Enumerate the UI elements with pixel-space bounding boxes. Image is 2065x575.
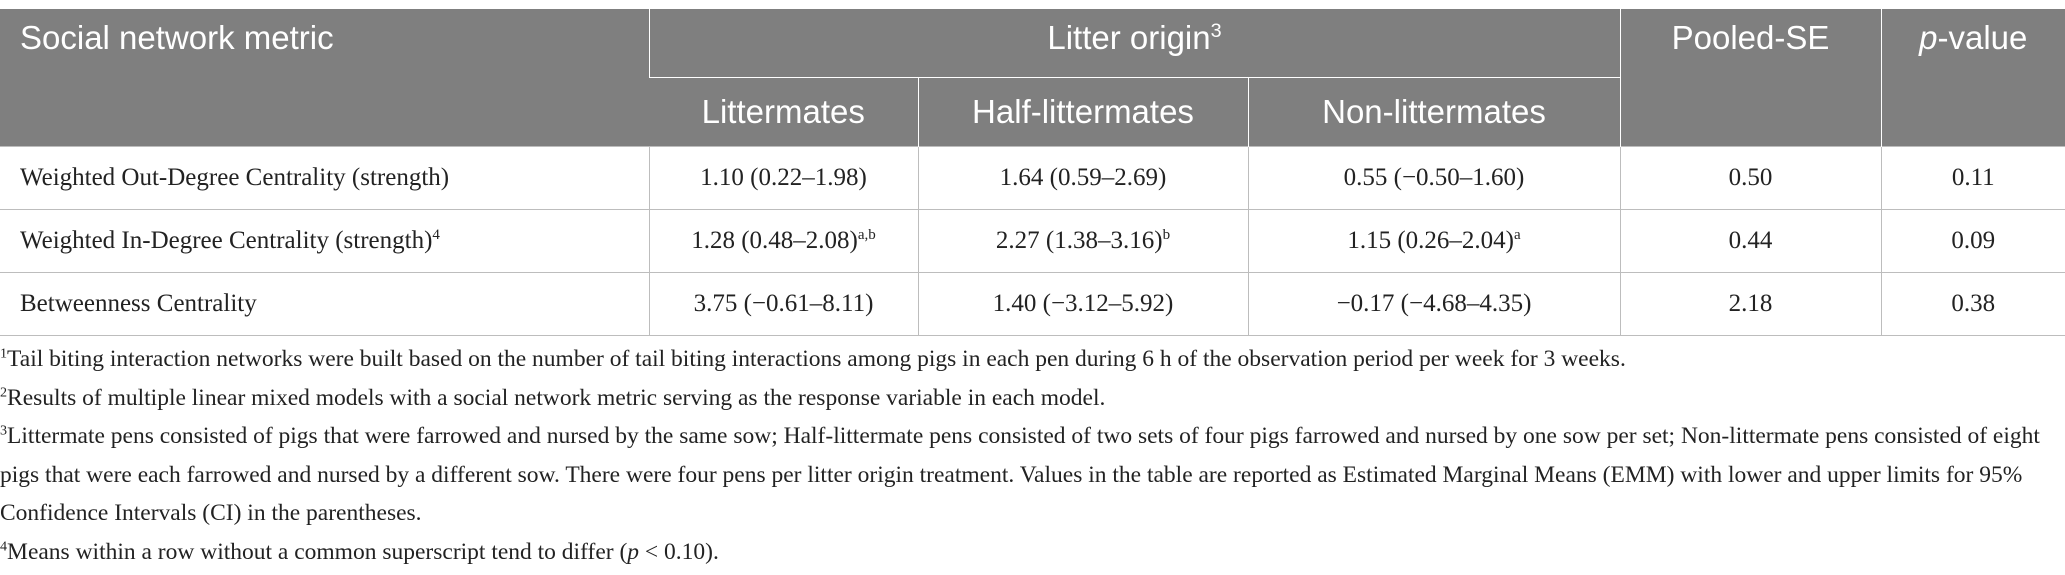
footnotes: 1Tail biting interaction networks were b… bbox=[0, 340, 2050, 571]
cell-text: 0.38 bbox=[1951, 289, 1996, 317]
footnote: 4Means within a row without a common sup… bbox=[0, 533, 2050, 572]
cell-text: 1.28 (0.48–2.08) bbox=[691, 226, 858, 254]
footnote-number: 1 bbox=[0, 345, 8, 362]
cell-text: 1.40 (−3.12–5.92) bbox=[992, 289, 1174, 317]
footnote: 1Tail biting interaction networks were b… bbox=[0, 340, 2050, 379]
value-cell: 0.11 bbox=[1880, 145, 2065, 210]
cell-text: 1.15 (0.26–2.04) bbox=[1347, 226, 1514, 254]
table-row: Betweenness Centrality 3.75 (−0.61–8.11) 1… bbox=[0, 271, 2065, 336]
cell-text: 0.44 bbox=[1728, 226, 1773, 254]
footnote-text: Results of multiple linear mixed models … bbox=[7, 384, 1106, 411]
cell-text: 0.50 bbox=[1728, 163, 1773, 191]
header-row: Social network metric Litter origin3 Poo… bbox=[0, 9, 2065, 146]
value-cell: 0.44 bbox=[1619, 208, 1882, 273]
header-cell: Pooled-SE bbox=[1619, 9, 1881, 146]
header-cell: p-value bbox=[1880, 9, 2065, 146]
table-row: Weighted Out-Degree Centrality (strength… bbox=[0, 145, 2065, 210]
cell-text: 3.75 (−0.61–8.11) bbox=[693, 289, 874, 317]
footnote-text: < 0.10). bbox=[639, 538, 719, 565]
cell-text: 0.09 bbox=[1951, 226, 1996, 254]
metric-cell: Weighted Out-Degree Centrality (strength… bbox=[0, 145, 650, 210]
italic-text: p bbox=[1919, 19, 1938, 56]
metric-text: Weighted Out-Degree Centrality (strength… bbox=[20, 163, 450, 191]
value-cell: 1.40 (−3.12–5.92) bbox=[917, 271, 1249, 336]
footnote-text: Means within a row without a common supe… bbox=[7, 538, 628, 565]
cell-text: 0.55 (−0.50–1.60) bbox=[1343, 163, 1525, 191]
subheader-cell: Non-littermates bbox=[1247, 76, 1620, 146]
footnote-text: Littermate pens consisted of pigs that w… bbox=[0, 423, 2040, 526]
metric-text: Betweenness Centrality bbox=[20, 289, 257, 317]
table-row: Weighted In-Degree Centrality (strength)… bbox=[0, 208, 2065, 273]
table-header: Social network metric Litter origin3 Poo… bbox=[0, 9, 2065, 146]
superscript: 4 bbox=[432, 226, 440, 243]
subheader-row: Littermates Half-littermates Non-litterm… bbox=[0, 76, 2065, 146]
value-cell: 0.50 bbox=[1619, 145, 1882, 210]
cell-text: 2.18 bbox=[1728, 289, 1773, 317]
subheader-cell: Littermates bbox=[649, 76, 918, 146]
data-table: Social network metric Litter origin3 Poo… bbox=[0, 9, 2065, 336]
value-cell: 0.38 bbox=[1880, 271, 2065, 336]
metric-cell: Betweenness Centrality bbox=[0, 271, 650, 336]
value-cell: 0.55 (−0.50–1.60) bbox=[1247, 145, 1621, 210]
header-text: Litter origin bbox=[1047, 19, 1211, 56]
header-text: Pooled-SE bbox=[1671, 19, 1830, 56]
superscript: 3 bbox=[1210, 20, 1222, 43]
value-cell: 2.27 (1.38–3.16)b bbox=[917, 208, 1249, 273]
footnote: 2Results of multiple linear mixed models… bbox=[0, 379, 2050, 418]
value-cell: −0.17 (−4.68–4.35) bbox=[1247, 271, 1621, 336]
header-cell: Litter origin3 bbox=[648, 9, 1620, 77]
footnote-number: 4 bbox=[0, 538, 8, 555]
footnote: 3Littermate pens consisted of pigs that … bbox=[0, 417, 2050, 533]
footnote-number: 3 bbox=[0, 422, 8, 439]
cell-text: −0.17 (−4.68–4.35) bbox=[1336, 289, 1532, 317]
header-text: Social network metric bbox=[20, 19, 334, 56]
footnote-number: 2 bbox=[0, 384, 8, 401]
value-cell: 1.15 (0.26–2.04)a bbox=[1247, 208, 1621, 273]
value-cell: 2.18 bbox=[1619, 271, 1882, 336]
italic-text: p bbox=[627, 538, 640, 565]
value-cell: 0.09 bbox=[1880, 208, 2065, 273]
cell-text: 1.10 (0.22–1.98) bbox=[700, 163, 867, 191]
value-cell: 1.64 (0.59–2.69) bbox=[917, 145, 1249, 210]
header-cell: Social network metric bbox=[0, 9, 649, 146]
superscript: b bbox=[1162, 226, 1171, 243]
value-cell: 3.75 (−0.61–8.11) bbox=[648, 271, 919, 336]
value-cell: 1.28 (0.48–2.08)a,b bbox=[648, 208, 919, 273]
cell-text: 0.11 bbox=[1951, 163, 1995, 191]
cell-text: 2.27 (1.38–3.16) bbox=[995, 226, 1163, 254]
metric-text: Weighted In-Degree Centrality (strength) bbox=[20, 226, 433, 254]
footnote-text: Tail biting interaction networks were bu… bbox=[7, 346, 1626, 372]
metric-cell: Weighted In-Degree Centrality (strength)… bbox=[0, 208, 650, 273]
header-text: -value bbox=[1937, 19, 2028, 56]
subheader-cell: Half-littermates bbox=[917, 76, 1248, 146]
table-body: Weighted Out-Degree Centrality (strength… bbox=[0, 145, 2065, 336]
value-cell: 1.10 (0.22–1.98) bbox=[648, 145, 919, 210]
superscript: a bbox=[1513, 226, 1521, 243]
superscript: a,b bbox=[857, 226, 876, 243]
cell-text: 1.64 (0.59–2.69) bbox=[999, 163, 1167, 191]
